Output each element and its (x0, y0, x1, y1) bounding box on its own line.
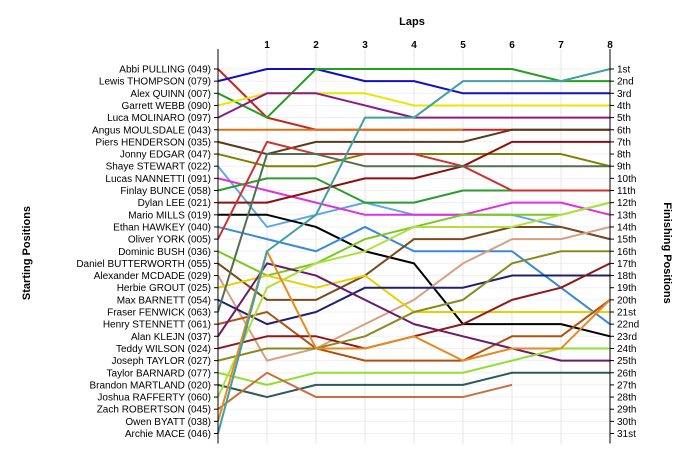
driver-label: Lucas NANNETTI (091) (105, 174, 211, 185)
finishing-position-label: 27th (617, 380, 636, 391)
driver-label: Fraser FENWICK (063) (107, 308, 211, 319)
finishing-position-label: 11th (617, 186, 636, 197)
lap-tick-label: 1 (264, 40, 270, 51)
driver-label: Alex QUINN (007) (130, 89, 211, 100)
series-line (217, 68, 610, 95)
x-axis-title: Laps (399, 16, 425, 28)
finishing-position-label: 29th (617, 405, 636, 416)
driver-label: Angus MOULSDALE (043) (92, 125, 211, 136)
series-line (217, 225, 611, 362)
driver-label: Piers HENDERSON (035) (95, 137, 211, 148)
driver-label: Archie MACE (046) (125, 429, 211, 440)
driver-label: Mario MILLS (019) (128, 210, 211, 221)
lap-tick-label: 4 (411, 40, 417, 51)
finishing-position-label: 9th (617, 162, 631, 173)
finishing-position-label: 21st (617, 308, 636, 319)
driver-label: Max BARNETT (054) (117, 295, 211, 306)
series-line (217, 371, 610, 399)
finishing-position-label: 22nd (617, 320, 639, 331)
series-line (217, 128, 610, 156)
finishing-position-label: 31st (617, 429, 636, 440)
lap-tick-label: 7 (558, 40, 564, 51)
finishing-position-label: 12th (617, 198, 636, 209)
driver-label: Taylor BARNARD (077) (107, 368, 211, 379)
series-line (217, 262, 610, 362)
finishing-position-label: 23rd (617, 332, 637, 343)
driver-label: Finlay BUNCE (058) (120, 186, 211, 197)
series-line (217, 177, 611, 216)
driver-label: Jonny EDGAR (047) (120, 150, 211, 161)
finishing-position-label: 25th (617, 356, 636, 367)
driver-label: Daniel BUTTERWORTH (055) (76, 259, 211, 270)
series-line (217, 250, 611, 422)
finishing-position-label: 28th (617, 393, 636, 404)
driver-label: Teddy WILSON (024) (116, 344, 211, 355)
driver-label: Joseph TAYLOR (027) (112, 356, 212, 367)
driver-label: Luca MOLINARO (097) (107, 113, 211, 124)
driver-label: Alexander MCDADE (029) (94, 271, 211, 282)
finishing-position-label: 30th (617, 417, 636, 428)
series-line (217, 250, 610, 362)
series-line (218, 140, 610, 204)
finishing-position-label: 19th (617, 283, 636, 294)
driver-label: Oliver YORK (005) (128, 235, 211, 246)
y-axis-title-right: Finishing Positions (661, 202, 673, 303)
series-line (217, 299, 611, 362)
finishing-position-label: 17th (617, 259, 636, 270)
finishing-position-label: 26th (617, 368, 636, 379)
finishing-position-label: 15th (617, 235, 636, 246)
finishing-position-label: 3rd (617, 89, 631, 100)
lap-tick-label: 8 (607, 40, 613, 51)
series-line (217, 153, 610, 313)
finishing-position-label: 14th (617, 222, 636, 233)
driver-label: Ethan HAWKEY (040) (113, 222, 211, 233)
finishing-position-label: 10th (617, 174, 636, 185)
finishing-position-label: 7th (617, 137, 631, 148)
series-line (217, 140, 610, 240)
y-axis-title-left: Starting Positions (21, 206, 33, 300)
driver-label: Alan KLEJN (037) (131, 332, 211, 343)
finishing-position-label: 4th (617, 101, 631, 112)
finishing-position-label: 5th (617, 113, 631, 124)
lap-tick-label: 5 (460, 40, 466, 51)
series-line (217, 371, 513, 411)
finishing-position-label: 16th (617, 247, 636, 258)
lap-tick-label: 3 (362, 40, 368, 51)
driver-label: Dylan LEE (021) (138, 198, 211, 209)
finishing-position-label: 18th (617, 271, 636, 282)
series-line (217, 68, 610, 119)
finishing-position-label: 8th (617, 150, 631, 161)
series-line (217, 201, 611, 398)
series-line (218, 213, 611, 338)
series-line (217, 274, 610, 326)
driver-label: Dominic BUSH (036) (118, 247, 211, 258)
series-line (217, 68, 611, 434)
driver-label: Shaye STEWART (022) (106, 162, 211, 173)
series-line (217, 225, 611, 301)
finishing-position-label: 20th (617, 295, 636, 306)
finishing-position-label: 24th (617, 344, 636, 355)
driver-label: Herbie GROUT (025) (117, 283, 211, 294)
finishing-position-label: 2nd (617, 77, 634, 88)
lap-tick-label: 6 (509, 40, 515, 51)
lap-tick-label: 2 (313, 40, 319, 51)
driver-label: Garrett WEBB (090) (122, 101, 211, 112)
driver-label: Henry STENNETT (061) (103, 320, 211, 331)
finishing-position-label: 1st (617, 65, 631, 76)
driver-label: Zach ROBERTSON (045) (97, 405, 211, 416)
finishing-position-label: 6th (617, 125, 631, 136)
finishing-position-label: 13th (617, 210, 636, 221)
driver-label: Abbi PULLING (049) (119, 65, 211, 76)
driver-label: Joshua RAFFERTY (060) (97, 393, 211, 404)
driver-label: Brandon MARTLAND (020) (89, 380, 211, 391)
driver-label: Lewis THOMPSON (079) (99, 77, 211, 88)
driver-label: Owen BYATT (038) (125, 417, 211, 428)
